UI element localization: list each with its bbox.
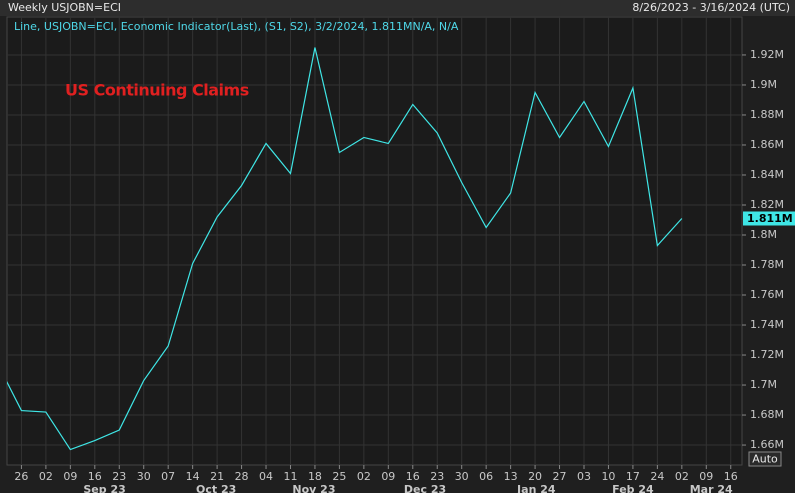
x-tick-label: 13 (504, 470, 518, 483)
x-tick-label: 02 (675, 470, 689, 483)
x-tick-label: 10 (601, 470, 615, 483)
y-tick-label: 1.86M (750, 138, 784, 151)
x-tick-label: 25 (332, 470, 346, 483)
x-tick-label: 26 (14, 470, 28, 483)
plot-area (6, 16, 743, 466)
x-tick-label: 14 (186, 470, 200, 483)
y-tick-label: 1.84M (750, 168, 784, 181)
y-tick-label: 1.78M (750, 258, 784, 271)
x-tick-label: 09 (63, 470, 77, 483)
y-tick-label: 1.92M (750, 48, 784, 61)
x-tick-label: 09 (699, 470, 713, 483)
y-tick-label: 1.66M (750, 438, 784, 451)
line-series (7, 47, 683, 451)
x-tick-label: 06 (479, 470, 493, 483)
auto-button[interactable] (748, 451, 782, 467)
x-tick-label: 04 (259, 470, 273, 483)
x-tick-label: 16 (406, 470, 420, 483)
header-left: Weekly USJOBN=ECI (8, 1, 121, 14)
month-label: Sep 23 (83, 483, 125, 493)
header-bar (0, 0, 795, 16)
x-axis-bar (0, 466, 795, 493)
y-tick-label: 1.72M (750, 348, 784, 361)
x-tick-label: 28 (235, 470, 249, 483)
x-tick-label: 09 (381, 470, 395, 483)
x-tick-label: 30 (455, 470, 469, 483)
x-tick-label: 02 (39, 470, 53, 483)
y-tick-label: 1.88M (750, 108, 784, 121)
y-tick-label: 1.8M (750, 228, 777, 241)
x-tick-label: 24 (650, 470, 664, 483)
x-tick-label: 02 (357, 470, 371, 483)
month-label: Oct 23 (196, 483, 236, 493)
month-label: Dec 23 (404, 483, 446, 493)
month-label: Mar 24 (690, 483, 733, 493)
x-tick-label: 27 (553, 470, 567, 483)
legend: Line, USJOBN=ECI, Economic Indicator(Las… (14, 20, 459, 33)
x-tick-label: 03 (577, 470, 591, 483)
x-tick-label: 18 (308, 470, 322, 483)
month-label: Nov 23 (292, 483, 335, 493)
y-tick-label: 1.82M (750, 198, 784, 211)
x-tick-label: 11 (283, 470, 297, 483)
x-tick-label: 16 (724, 470, 738, 483)
x-tick-label: 17 (626, 470, 640, 483)
last-value-label: 1.811M (747, 212, 793, 225)
y-tick-label: 1.74M (750, 318, 784, 331)
x-tick-label: 23 (430, 470, 444, 483)
month-label: Jan 24 (516, 483, 556, 493)
y-tick-label: 1.7M (750, 378, 777, 391)
month-label: Feb 24 (612, 483, 654, 493)
last-value-box (743, 211, 795, 226)
x-tick-label: 23 (112, 470, 126, 483)
header-right: 8/26/2023 - 3/16/2024 (UTC) (632, 1, 790, 14)
x-tick-label: 20 (528, 470, 542, 483)
y-tick-label: 1.68M (750, 408, 784, 421)
auto-button-label[interactable]: Auto (752, 453, 778, 466)
x-tick-label: 16 (88, 470, 102, 483)
y-tick-label: 1.9M (750, 78, 777, 91)
x-tick-label: 21 (210, 470, 224, 483)
x-tick-label: 30 (137, 470, 151, 483)
x-tick-label: 07 (161, 470, 175, 483)
y-tick-label: 1.76M (750, 288, 784, 301)
chart-title: US Continuing Claims (65, 81, 249, 100)
